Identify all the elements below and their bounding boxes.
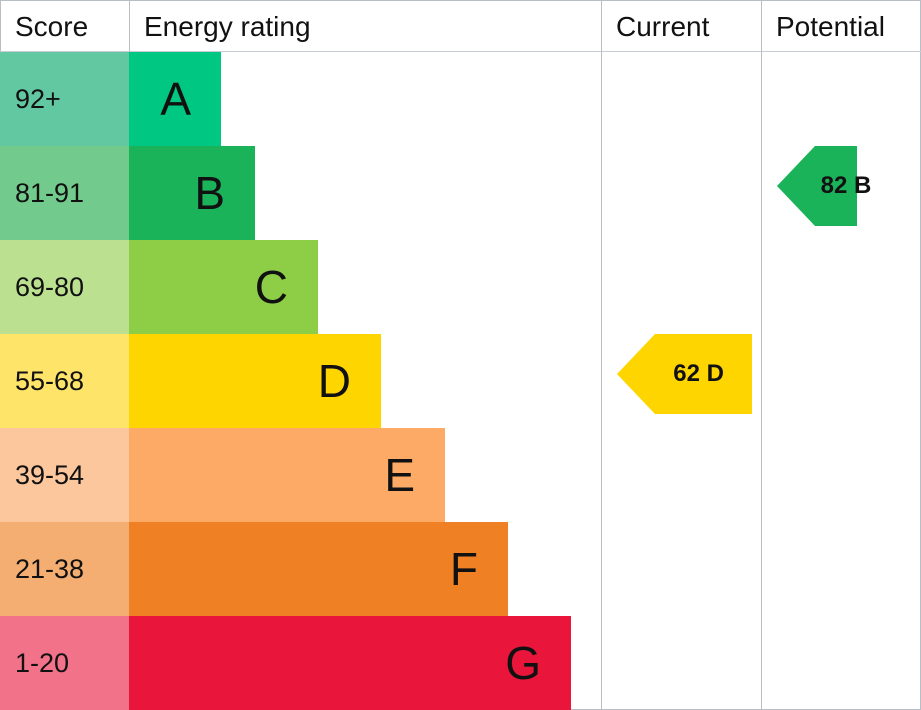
rating-bar-d: D	[129, 334, 381, 428]
divider	[601, 0, 602, 710]
score-cell-d: 55-68	[0, 334, 129, 428]
current-rating-arrow: 62 D	[617, 334, 752, 414]
current-arrow-shape	[617, 334, 752, 414]
current-rating-label: 62 D	[673, 360, 724, 387]
score-cell-a: 92+	[0, 52, 129, 146]
rating-bar-c: C	[129, 240, 318, 334]
header-potential: Potential	[761, 0, 921, 52]
score-cell-g: 1-20	[0, 616, 129, 710]
score-cell-c: 69-80	[0, 240, 129, 334]
rating-bar-a: A	[129, 52, 221, 146]
score-cell-f: 21-38	[0, 522, 129, 616]
score-cell-b: 81-91	[0, 146, 129, 240]
rating-bar-g: G	[129, 616, 571, 710]
potential-rating-label: 82 B	[820, 172, 872, 199]
rating-bar-f: F	[129, 522, 508, 616]
potential-rating-arrow: 82 B	[777, 146, 871, 226]
divider	[129, 0, 130, 52]
potential-arrow-shape	[777, 146, 857, 226]
divider	[761, 0, 762, 710]
rating-bar-e: E	[129, 428, 445, 522]
header-energy-rating: Energy rating	[129, 0, 601, 52]
header-current: Current	[601, 0, 761, 52]
header-score: Score	[0, 0, 129, 52]
rating-bar-b: B	[129, 146, 255, 240]
score-cell-e: 39-54	[0, 428, 129, 522]
